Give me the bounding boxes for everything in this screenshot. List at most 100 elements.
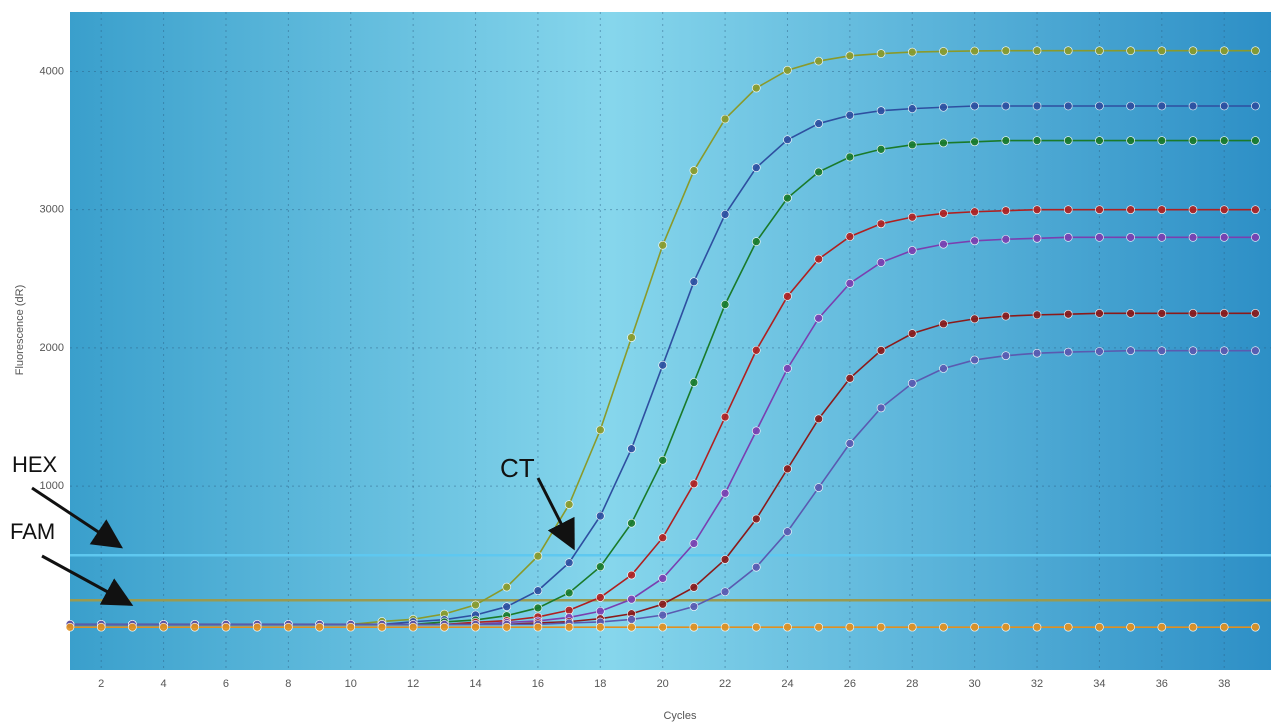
- point-marker: [939, 209, 947, 217]
- point-marker: [752, 427, 760, 435]
- point-marker: [721, 210, 729, 218]
- point-marker: [1189, 137, 1197, 145]
- point-marker: [1064, 233, 1072, 241]
- point-marker: [939, 47, 947, 55]
- point-marker: [659, 456, 667, 464]
- point-marker: [1064, 623, 1072, 631]
- point-marker: [1002, 352, 1010, 360]
- point-marker: [690, 167, 698, 175]
- point-marker: [1002, 207, 1010, 215]
- point-marker: [690, 623, 698, 631]
- point-marker: [628, 519, 636, 527]
- point-marker: [939, 139, 947, 147]
- point-marker: [783, 365, 791, 373]
- point-marker: [752, 84, 760, 92]
- point-marker: [846, 623, 854, 631]
- point-marker: [1220, 47, 1228, 55]
- point-marker: [128, 623, 136, 631]
- point-marker: [565, 501, 573, 509]
- point-marker: [1158, 347, 1166, 355]
- x-tick-label: 4: [161, 678, 167, 690]
- point-marker: [971, 47, 979, 55]
- point-marker: [659, 600, 667, 608]
- ct-label: CT: [500, 453, 535, 483]
- x-tick-label: 20: [657, 678, 669, 690]
- point-marker: [253, 623, 261, 631]
- point-marker: [1033, 234, 1041, 242]
- point-marker: [877, 107, 885, 115]
- point-marker: [971, 102, 979, 110]
- point-marker: [1095, 206, 1103, 214]
- point-marker: [472, 623, 480, 631]
- point-marker: [846, 153, 854, 161]
- point-marker: [815, 255, 823, 263]
- point-marker: [877, 623, 885, 631]
- point-marker: [1158, 623, 1166, 631]
- point-marker: [1095, 47, 1103, 55]
- point-marker: [565, 559, 573, 567]
- point-marker: [721, 115, 729, 123]
- point-marker: [503, 603, 511, 611]
- point-marker: [472, 601, 480, 609]
- point-marker: [846, 111, 854, 119]
- point-marker: [1064, 348, 1072, 356]
- point-marker: [1158, 309, 1166, 317]
- point-marker: [846, 279, 854, 287]
- point-marker: [1095, 309, 1103, 317]
- point-marker: [596, 623, 604, 631]
- point-marker: [596, 593, 604, 601]
- point-marker: [316, 623, 324, 631]
- point-marker: [846, 233, 854, 241]
- point-marker: [1189, 206, 1197, 214]
- point-marker: [752, 515, 760, 523]
- point-marker: [846, 374, 854, 382]
- point-marker: [596, 607, 604, 615]
- point-marker: [815, 415, 823, 423]
- point-marker: [534, 587, 542, 595]
- point-marker: [783, 528, 791, 536]
- point-marker: [877, 145, 885, 153]
- point-marker: [1127, 623, 1135, 631]
- point-marker: [939, 320, 947, 328]
- point-marker: [1095, 623, 1103, 631]
- x-tick-label: 10: [345, 678, 357, 690]
- point-marker: [565, 623, 573, 631]
- point-marker: [1095, 102, 1103, 110]
- point-marker: [908, 213, 916, 221]
- point-marker: [565, 589, 573, 597]
- y-tick-label: 3000: [40, 204, 64, 216]
- fam-label: FAM: [10, 519, 55, 544]
- point-marker: [1002, 235, 1010, 243]
- x-tick-label: 32: [1031, 678, 1043, 690]
- point-marker: [1033, 206, 1041, 214]
- point-marker: [284, 623, 292, 631]
- point-marker: [752, 623, 760, 631]
- point-marker: [347, 623, 355, 631]
- point-marker: [690, 603, 698, 611]
- point-marker: [1127, 347, 1135, 355]
- x-tick-label: 30: [969, 678, 981, 690]
- point-marker: [1158, 47, 1166, 55]
- point-marker: [939, 365, 947, 373]
- point-marker: [908, 48, 916, 56]
- point-marker: [690, 378, 698, 386]
- point-marker: [877, 220, 885, 228]
- x-tick-label: 18: [594, 678, 606, 690]
- point-marker: [503, 623, 511, 631]
- point-marker: [908, 141, 916, 149]
- point-marker: [628, 445, 636, 453]
- point-marker: [1095, 347, 1103, 355]
- y-tick-label: 2000: [40, 342, 64, 354]
- point-marker: [1033, 311, 1041, 319]
- x-tick-label: 16: [532, 678, 544, 690]
- point-marker: [1033, 102, 1041, 110]
- point-marker: [721, 623, 729, 631]
- point-marker: [1064, 206, 1072, 214]
- y-axis-label: Fluorescence (dR): [14, 285, 26, 375]
- point-marker: [690, 480, 698, 488]
- point-marker: [1095, 137, 1103, 145]
- point-marker: [877, 346, 885, 354]
- point-marker: [659, 241, 667, 249]
- point-marker: [1127, 137, 1135, 145]
- point-marker: [1251, 623, 1259, 631]
